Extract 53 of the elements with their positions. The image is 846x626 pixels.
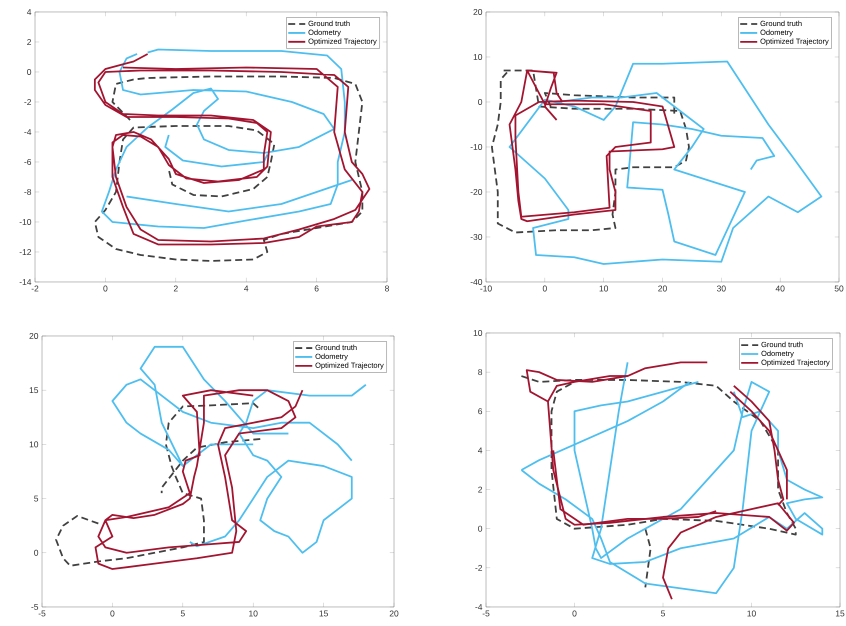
- y-tick-label: 15: [30, 387, 38, 394]
- y-tick-label: 0: [34, 550, 38, 556]
- x-tick-label: 2: [174, 286, 178, 292]
- x-tick-label: 6: [314, 286, 319, 292]
- x-tick-label: 0: [572, 610, 577, 616]
- x-tick-label: 5: [180, 610, 185, 616]
- x-tick-label: 0: [542, 286, 547, 292]
- y-tick-label: -14: [20, 279, 32, 285]
- x-tick-label: 10: [600, 286, 608, 292]
- y-tick-label: 2: [27, 39, 32, 45]
- y-tick-label: 5: [34, 496, 38, 502]
- y-tick-label: 8: [478, 369, 482, 376]
- x-tick-label: 4: [244, 286, 248, 292]
- x-tick-label: 50: [834, 286, 844, 292]
- x-tick-label: 0: [110, 610, 114, 616]
- y-tick-label: -40: [470, 278, 482, 285]
- y-tick-label: 20: [29, 332, 38, 339]
- y-tick-label: 10: [30, 441, 38, 448]
- y-tick-label: 0: [478, 526, 482, 532]
- y-tick-label: -30: [470, 234, 482, 240]
- x-tick-label: 40: [776, 286, 785, 292]
- x-tick-label: -5: [482, 610, 490, 616]
- y-tick-label: -12: [20, 249, 32, 255]
- x-tick-label: 5: [661, 610, 666, 616]
- x-tick-label: 30: [716, 286, 726, 292]
- y-tick-label: -4: [24, 129, 32, 135]
- x-tick-label: 10: [747, 610, 756, 616]
- x-tick-label: 15: [320, 610, 328, 616]
- y-tick-label: 6: [478, 408, 482, 414]
- y-tick-label: -2: [24, 99, 32, 105]
- y-tick-label: -10: [20, 218, 32, 225]
- y-tick-label: -5: [31, 604, 38, 610]
- y-tick-label: 10: [474, 330, 482, 336]
- y-tick-label: -8: [24, 188, 32, 195]
- x-tick-label: 15: [836, 610, 844, 616]
- y-tick-label: 4: [26, 9, 32, 15]
- x-tick-label: 20: [390, 610, 398, 616]
- x-tick-label: 8: [385, 286, 389, 292]
- y-tick-label: 0: [478, 98, 482, 105]
- y-tick-label: 0: [27, 68, 32, 75]
- y-tick-label: -6: [24, 158, 32, 165]
- x-tick-label: 10: [249, 610, 258, 616]
- y-tick-label: -2: [475, 564, 482, 571]
- x-tick-label: -5: [38, 610, 46, 616]
- x-tick-label: 20: [658, 286, 667, 292]
- y-tick-label: 20: [473, 9, 482, 15]
- y-tick-label: 10: [474, 54, 482, 60]
- y-tick-label: -20: [470, 188, 482, 195]
- y-tick-label: 2: [478, 486, 482, 493]
- y-tick-label: -10: [470, 144, 482, 150]
- y-tick-label: -4: [475, 604, 482, 610]
- y-tick-label: 4: [478, 448, 482, 454]
- x-tick-label: 0: [103, 286, 108, 292]
